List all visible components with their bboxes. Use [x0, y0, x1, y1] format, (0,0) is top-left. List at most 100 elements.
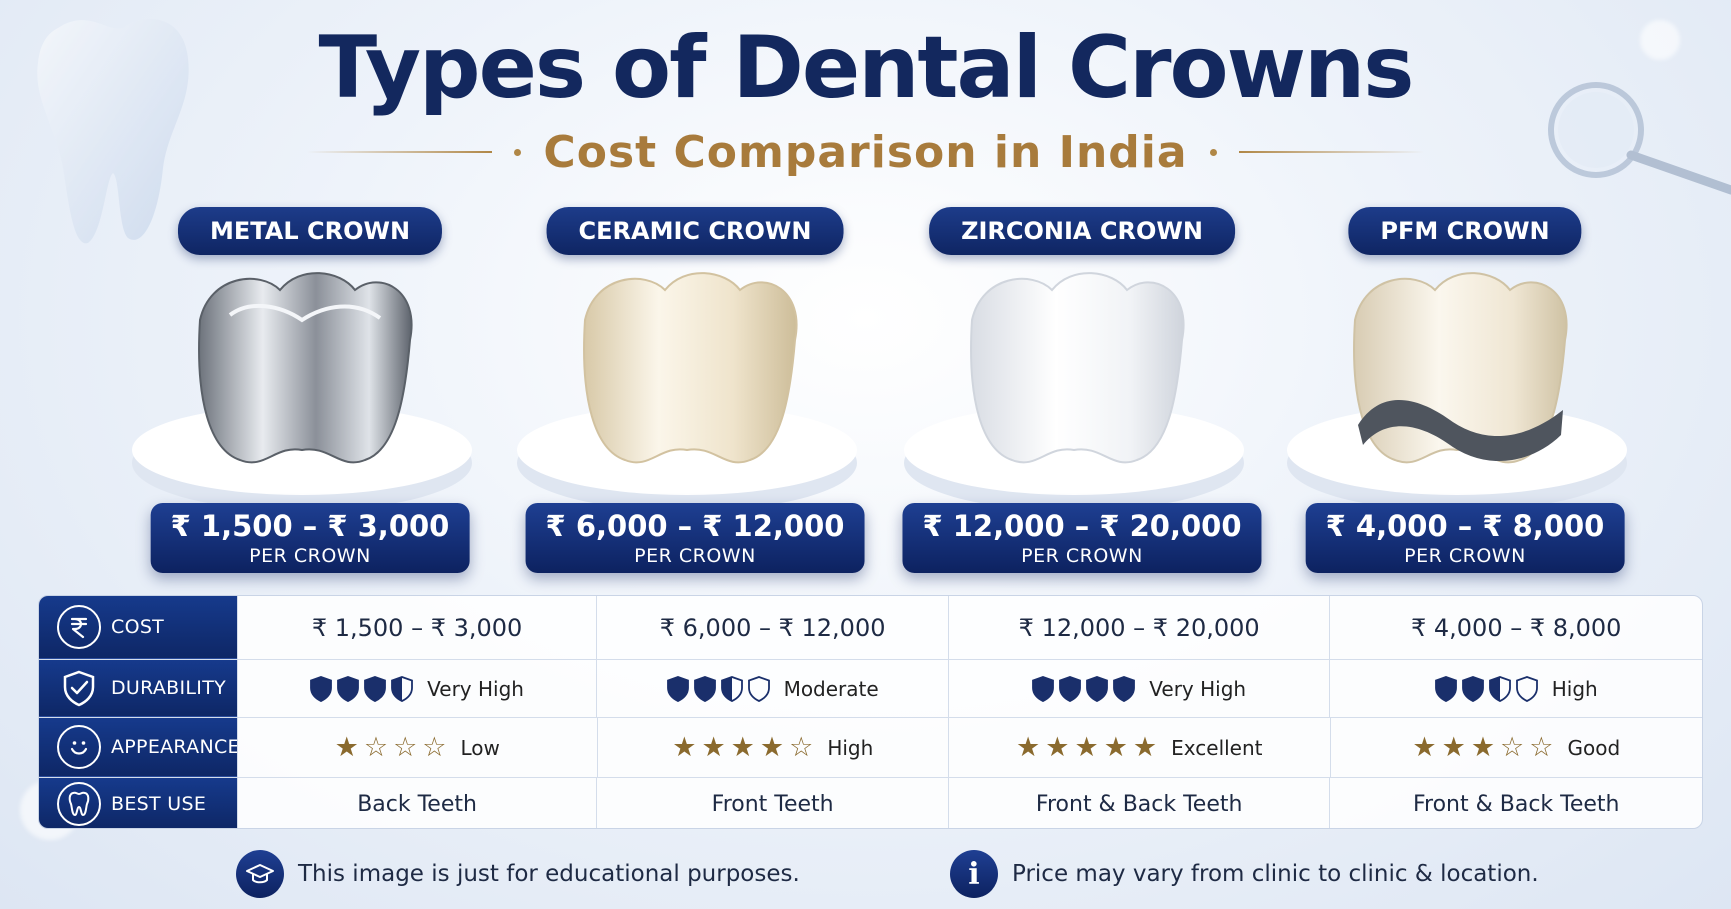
pfm-crown-image [1353, 272, 1568, 464]
durability-cell: Moderate [596, 660, 948, 717]
star-rating: ★ ☆ ☆ ☆ [335, 734, 447, 761]
durability-text: Very High [427, 676, 524, 701]
row-label-best-use: BEST USE [39, 778, 237, 828]
best-use-value: Front & Back Teeth [1035, 791, 1243, 817]
crown-card-zirconia: ZIRCONIA CROWN ₹ 12,000 – ₹ 20,000 PER C… [887, 205, 1277, 575]
price-range: ₹ 6,000 – ₹ 12,000 [545, 509, 845, 543]
table-row-durability: DURABILITY Very High Moderate Very High … [39, 659, 1702, 717]
durability-text: Moderate [783, 676, 879, 701]
background-dental-mirror-illustration [1548, 82, 1731, 195]
cost-cell: ₹ 4,000 – ₹ 8,000 [1329, 596, 1702, 659]
star-empty-icon: ☆ [789, 732, 814, 763]
shield-full-icon [1113, 675, 1136, 702]
row-label-text: BEST USE [111, 792, 207, 815]
shield-full-icon [337, 675, 360, 702]
crown-card-ceramic: CERAMIC CROWN ₹ 6,000 – ₹ 12,000 PER CRO… [500, 205, 890, 575]
best-use-value: Back Teeth [357, 791, 477, 817]
star-filled-icon: ★ [1016, 732, 1041, 763]
star-filled-icon: ★ [1412, 732, 1437, 763]
star-empty-icon: ☆ [422, 732, 447, 763]
star-filled-icon: ★ [1441, 732, 1466, 763]
shield-full-icon [1086, 675, 1109, 702]
price-box: ₹ 4,000 – ₹ 8,000 PER CROWN [1305, 503, 1625, 573]
subtitle-dot [514, 148, 522, 156]
price-unit: PER CROWN [634, 545, 756, 567]
appearance-text: Low [460, 735, 500, 760]
shield-full-icon [693, 675, 716, 702]
best-use-cell: Front Teeth [596, 778, 948, 828]
shield-half-icon [720, 675, 743, 702]
page-title: Types of Dental Crowns [318, 18, 1415, 118]
durability-text: High [1551, 676, 1598, 701]
star-empty-icon: ☆ [393, 732, 418, 763]
metal-crown-image [198, 272, 413, 464]
star-filled-icon: ★ [730, 732, 755, 763]
price-unit: PER CROWN [1021, 545, 1143, 567]
cost-value: ₹ 6,000 – ₹ 12,000 [659, 613, 886, 642]
shield-rating [310, 675, 414, 702]
cost-value: ₹ 12,000 – ₹ 20,000 [1018, 613, 1260, 642]
star-filled-icon: ★ [1103, 732, 1128, 763]
footer-note-text: This image is just for educational purpo… [298, 861, 800, 887]
crown-name-badge: PFM CROWN [1348, 207, 1582, 255]
table-row-appearance: APPEARANCE ★ ☆ ☆ ☆ Low ★ ★ ★ ★ ☆ High ★ ★ ★ ★ ★ Excell… [39, 717, 1702, 777]
crown-name-badge: ZIRCONIA CROWN [929, 207, 1235, 255]
zirconia-crown-image [970, 272, 1185, 464]
row-label-appearance: APPEARANCE [39, 718, 240, 777]
smiley-icon [57, 725, 101, 769]
star-empty-icon: ☆ [1500, 732, 1525, 763]
star-filled-icon: ★ [1132, 732, 1158, 763]
durability-text: Very High [1149, 676, 1247, 701]
star-rating: ★ ★ ★ ☆ ☆ [1412, 734, 1553, 761]
durability-cell: High [1329, 660, 1702, 717]
price-box: ₹ 1,500 – ₹ 3,000 PER CROWN [150, 503, 470, 573]
star-filled-icon: ★ [334, 732, 359, 763]
footer-note-text: Price may vary from clinic to clinic & l… [1012, 861, 1539, 887]
subtitle-row: Cost Comparison in India [0, 122, 1731, 182]
price-box: ₹ 12,000 – ₹ 20,000 PER CROWN [902, 503, 1262, 573]
star-rating: ★ ★ ★ ★ ★ [1016, 734, 1157, 761]
shield-full-icon [666, 675, 689, 702]
price-box: ₹ 6,000 – ₹ 12,000 PER CROWN [525, 503, 865, 573]
shield-half-icon [391, 675, 414, 702]
star-filled-icon: ★ [1045, 732, 1070, 763]
row-label-durability: DURABILITY [39, 660, 237, 717]
price-unit: PER CROWN [1404, 545, 1526, 567]
appearance-cell: ★ ★ ★ ★ ☆ High [596, 718, 949, 777]
background-bokeh [1640, 20, 1680, 60]
comparison-table: COST ₹ 1,500 – ₹ 3,000 ₹ 6,000 – ₹ 12,00… [38, 595, 1703, 829]
rupee-icon [57, 605, 101, 649]
table-row-best-use: BEST USE Back Teeth Front Teeth Front & … [39, 777, 1702, 828]
price-range: ₹ 1,500 – ₹ 3,000 [170, 509, 450, 543]
star-filled-icon: ★ [1470, 732, 1496, 763]
star-empty-icon: ☆ [1529, 732, 1554, 763]
star-empty-icon: ☆ [363, 732, 389, 763]
appearance-cell: ★ ☆ ☆ ☆ Low [237, 718, 597, 777]
row-label-text: DURABILITY [111, 677, 227, 699]
appearance-cell: ★ ★ ★ ☆ ☆ Good [1329, 718, 1702, 777]
graduation-cap-icon [236, 850, 284, 898]
shield-check-icon [57, 666, 101, 710]
table-row-cost: COST ₹ 1,500 – ₹ 3,000 ₹ 6,000 – ₹ 12,00… [39, 596, 1702, 659]
shield-half-icon [1488, 675, 1511, 702]
appearance-cell: ★ ★ ★ ★ ★ Excellent [948, 718, 1329, 777]
durability-cell: Very High [236, 660, 597, 717]
cost-cell: ₹ 12,000 – ₹ 20,000 [947, 596, 1330, 659]
subtitle-dot [1209, 148, 1217, 156]
shield-full-icon [1059, 675, 1082, 702]
shield-full-icon [310, 675, 333, 702]
price-range: ₹ 4,000 – ₹ 8,000 [1325, 509, 1605, 543]
row-label-text: COST [111, 616, 165, 638]
appearance-text: Excellent [1171, 735, 1263, 760]
price-unit: PER CROWN [249, 545, 371, 567]
star-filled-icon: ★ [1074, 732, 1099, 763]
footer-note-educational: This image is just for educational purpo… [236, 850, 800, 898]
crown-card-pfm: PFM CROWN ₹ 4,000 – ₹ 8,000 PER CROWN [1270, 205, 1660, 575]
best-use-cell: Front & Back Teeth [947, 778, 1330, 828]
page-subtitle: Cost Comparison in India [543, 126, 1188, 178]
crown-name-badge: CERAMIC CROWN [546, 207, 844, 255]
cost-cell: ₹ 1,500 – ₹ 3,000 [236, 596, 597, 659]
star-filled-icon: ★ [672, 732, 697, 763]
shield-full-icon [1032, 675, 1055, 702]
star-filled-icon: ★ [701, 732, 726, 763]
